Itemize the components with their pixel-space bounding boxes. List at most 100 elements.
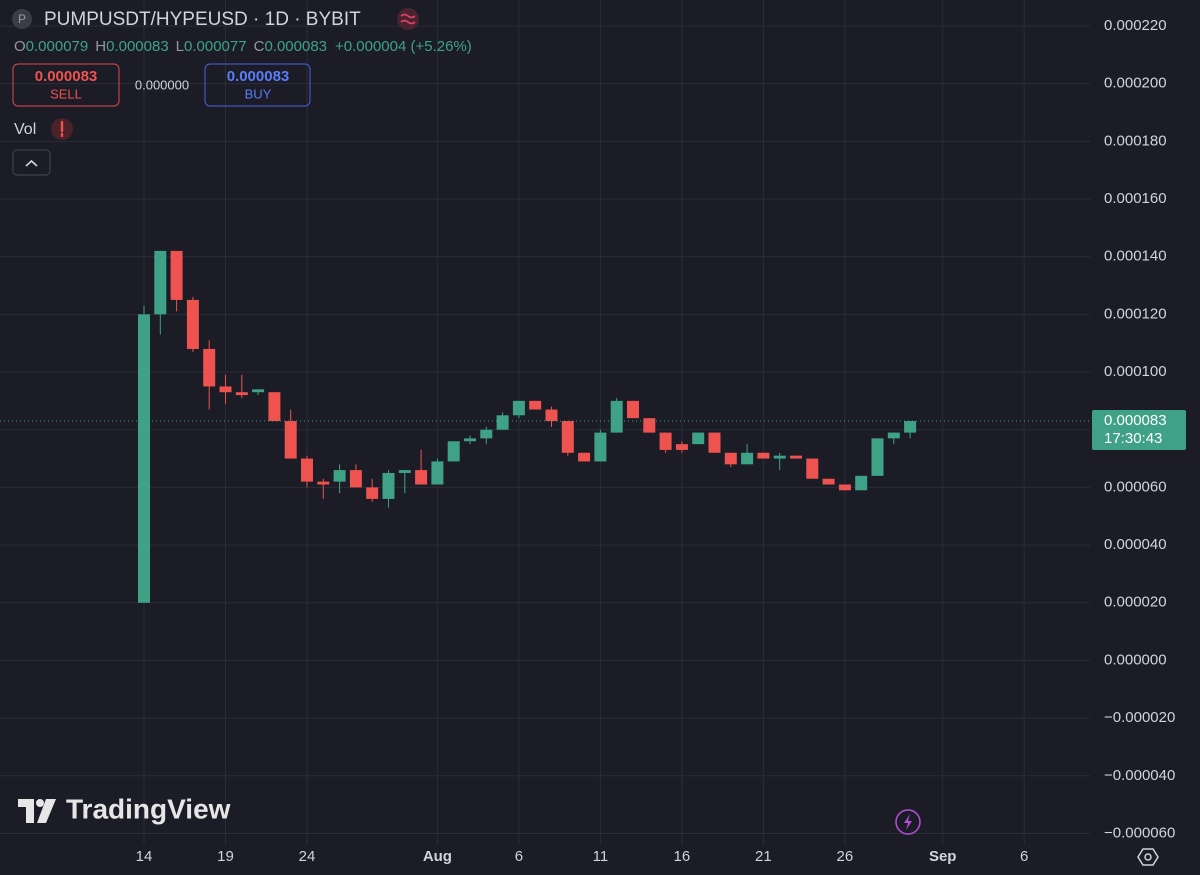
spread: 0.000000 [135,77,189,92]
candle-body [415,470,428,485]
candle-body [790,455,802,459]
candle-body [170,250,183,300]
x-tick-label: 11 [593,848,609,865]
buy-label: BUY [245,86,272,101]
y-tick-label: 0.000020 [1104,594,1167,611]
buy-button[interactable] [204,63,311,107]
candle-body [203,348,216,387]
indicator-icon-glyph [400,13,416,25]
x-tick-label: 19 [217,848,234,865]
watermark-logo [18,799,56,823]
x-tick-label: 6 [1020,848,1028,865]
settings-icon[interactable] [1137,848,1159,866]
x-tick-label: Aug [423,848,452,865]
candle-body [382,472,395,499]
candle-body [741,452,754,465]
symbol-icon-letter: P [18,12,26,26]
last-price-label: 0.000083 [1104,412,1167,429]
y-tick-label: 0.000180 [1104,132,1167,149]
candle-body [757,452,770,459]
change-value: +0.000004 (+5.26%) [335,38,472,55]
low-label: L [176,38,184,55]
candle-body [578,452,591,462]
candle-body [366,487,379,499]
open-label: O [14,38,26,55]
candle-body [284,421,297,459]
candle-body [594,432,607,462]
y-tick-label: −0.000020 [1104,709,1175,726]
candle-body [186,299,199,349]
close-value: 0.000083 [264,38,327,55]
candle-body [301,458,313,482]
candle-body [692,432,705,445]
sell-price: 0.000083 [35,68,98,85]
high-label: H [95,38,106,55]
candle-body [447,441,460,462]
x-tick-label: 14 [136,848,153,865]
candle-body [431,461,444,485]
events-glyph [904,814,912,830]
x-tick-label: 6 [515,848,523,865]
x-tick-label: 26 [837,848,854,865]
candle-body [154,250,167,315]
overlay: P PUMPUSDT/HYPEUSD · 1D · BYBIT O0.00007… [12,8,1186,866]
candle-body [252,389,265,393]
y-tick-label: 0.000220 [1104,17,1167,34]
sell-button[interactable] [12,63,120,107]
candle-body [904,421,917,433]
candle-body [398,470,411,473]
events-icon[interactable] [895,809,921,835]
ohlc-legend: O0.000079 H0.000083 L0.000077 C0.000083 +0.0… [14,38,472,55]
candle-body [610,400,623,433]
candle-body [496,415,509,430]
y-tick-label: 0.000120 [1104,305,1167,322]
y-tick-label: 0.000160 [1104,190,1167,207]
candle-body [855,475,868,491]
candle-body [317,481,330,485]
candle-body [643,418,656,433]
last-price-box [1092,410,1186,451]
y-tick-label: 0.000200 [1104,75,1167,92]
volume-label: Vol [14,121,36,138]
y-tick-label: −0.000040 [1104,767,1175,784]
candle-body [561,421,574,453]
countdown-label: 17:30:43 [1104,430,1162,447]
y-tick-label: 0.000060 [1104,478,1167,495]
x-tick-label: Sep [929,848,957,865]
y-tick-label: 0.000100 [1104,363,1167,380]
open-value: 0.000079 [26,38,89,55]
candle-body [724,452,737,465]
x-tick-label: 16 [674,848,691,865]
candle-body [480,429,493,439]
y-tick-label: 0.000040 [1104,536,1167,553]
candle-body [871,438,884,476]
chart-title: PUMPUSDT/HYPEUSD · 1D · BYBIT [44,9,361,30]
buy-price: 0.000083 [227,68,290,85]
candle-body [529,400,542,410]
candle-body [219,386,232,393]
candle-body [627,400,639,419]
x-tick-label: 21 [755,848,772,865]
candle-body [822,478,835,485]
candle-body [333,470,346,482]
candle-body [708,432,721,453]
symbol-icon [12,9,32,29]
x-tick-label: 24 [299,848,316,865]
candle-body [806,458,819,479]
collapse-button[interactable] [12,149,51,176]
candle-body [138,314,150,603]
sell-label: SELL [50,86,82,101]
y-tick-label: 0.000140 [1104,248,1167,265]
candle-body [545,409,558,422]
candle-body [887,432,900,439]
y-tick-label: 0.000000 [1104,651,1167,668]
candle-body [675,444,688,450]
candle-body [349,470,362,488]
candle-body [464,438,476,442]
indicator-icon[interactable] [397,8,419,30]
candles [0,250,1090,603]
high-value: 0.000083 [106,38,169,55]
grid [0,0,1090,845]
